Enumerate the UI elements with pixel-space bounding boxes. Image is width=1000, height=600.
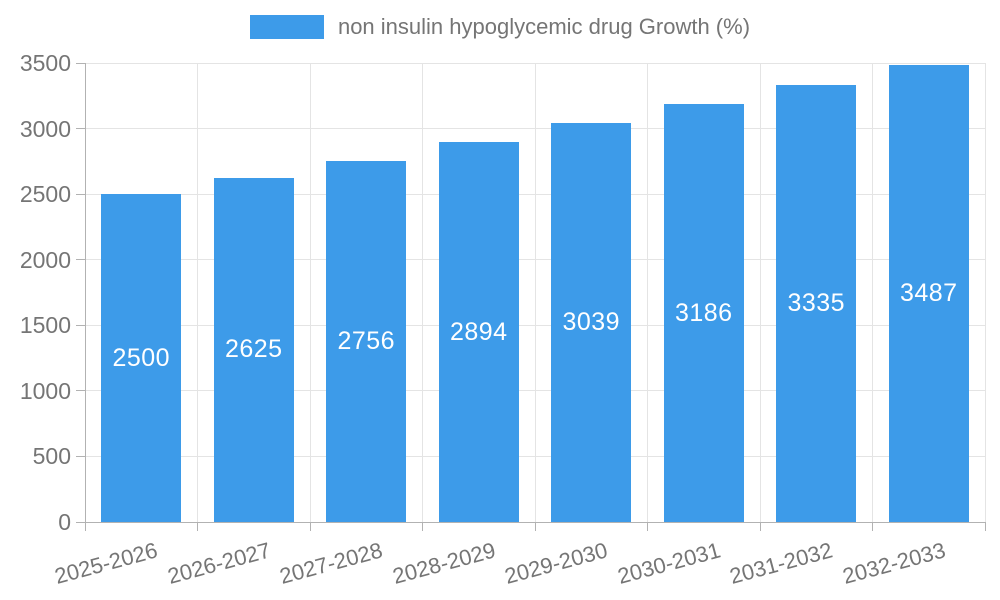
bar-value-label: 3487 xyxy=(899,278,958,307)
gridline-vertical xyxy=(534,63,536,522)
y-axis-tick xyxy=(76,193,85,195)
legend-item[interactable]: non insulin hypoglycemic drug Growth (%) xyxy=(0,14,1000,40)
y-tick-label: 2500 xyxy=(19,181,71,208)
gridline-vertical xyxy=(759,63,761,522)
x-axis-tick xyxy=(534,522,536,531)
bar-value-label: 3186 xyxy=(674,298,733,327)
bar: 3335 xyxy=(776,84,857,522)
y-tick-label: 1000 xyxy=(19,377,71,404)
y-axis-tick xyxy=(76,62,85,64)
bar-value-label: 2625 xyxy=(224,335,283,364)
y-tick-label: 0 xyxy=(58,509,71,535)
x-axis-tick xyxy=(422,522,423,531)
bar-value-label: 2756 xyxy=(337,326,396,355)
gridline-vertical xyxy=(197,63,198,522)
y-tick-label: 500 xyxy=(32,443,71,470)
bar: 3186 xyxy=(663,104,744,522)
legend-swatch xyxy=(249,15,324,39)
x-axis-tick xyxy=(872,522,873,531)
gridline-vertical xyxy=(422,63,423,522)
y-axis-tick xyxy=(76,324,85,326)
bar-value-label: 2894 xyxy=(449,317,508,346)
gridline-vertical xyxy=(872,63,873,522)
gridline-vertical xyxy=(309,63,311,522)
y-axis-tick xyxy=(76,390,85,392)
y-tick-label: 3500 xyxy=(19,50,71,76)
x-axis-tick xyxy=(647,522,648,531)
x-axis-tick xyxy=(197,522,198,531)
legend-label: non insulin hypoglycemic drug Growth (%) xyxy=(337,14,751,39)
y-axis-tick xyxy=(76,455,85,457)
bar: 2756 xyxy=(326,160,407,522)
bar: 2500 xyxy=(101,194,182,522)
x-axis-tick xyxy=(984,522,986,531)
x-axis-tick xyxy=(759,522,761,531)
gridline-vertical xyxy=(647,63,648,522)
y-axis-tick xyxy=(76,521,85,523)
y-tick-label: 2000 xyxy=(19,246,71,273)
y-axis-line xyxy=(84,63,86,522)
x-axis-tick xyxy=(84,522,86,531)
gridline-vertical xyxy=(984,63,986,522)
y-tick-label: 1500 xyxy=(19,312,71,339)
bar: 3487 xyxy=(888,64,969,522)
bar-value-label: 3039 xyxy=(562,308,621,337)
bar-value-label: 3335 xyxy=(787,288,846,317)
bar: 2894 xyxy=(438,142,519,522)
bar: 2625 xyxy=(213,177,294,522)
bar-value-label: 2500 xyxy=(112,343,171,372)
y-tick-label: 3000 xyxy=(19,115,71,142)
y-axis-tick xyxy=(76,259,85,261)
bar: 3039 xyxy=(551,123,632,522)
y-axis-tick xyxy=(76,128,85,130)
x-axis-tick xyxy=(309,522,311,531)
